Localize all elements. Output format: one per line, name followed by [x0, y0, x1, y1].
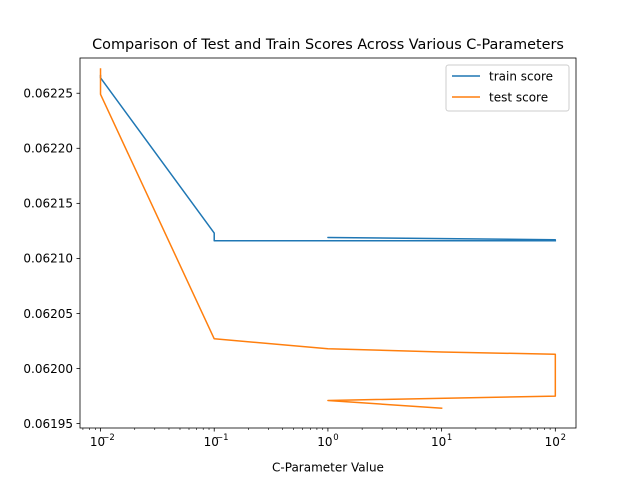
axes-layer: 10−2 10−1 10 0 10 1 10 20.061950.062000.062050.…: [23, 57, 577, 449]
x-tick-label: 10: [204, 435, 219, 449]
series-layer: [99, 68, 557, 409]
y-tick-label: 0.06210: [23, 252, 73, 266]
y-tick-label: 0.06215: [23, 197, 73, 211]
series-line-train-score: [99, 74, 557, 242]
x-tick-label: 10: [545, 435, 560, 449]
series-line-test-score: [99, 68, 557, 409]
plot-area: [80, 58, 576, 428]
x-axis-label: C-Parameter Value: [272, 461, 384, 475]
legend-label: train score: [489, 69, 553, 83]
plot-background: [80, 58, 576, 428]
y-tick-label: 0.06225: [23, 87, 73, 101]
legend: train score test score: [445, 64, 570, 112]
x-tick-label: 10: [431, 435, 446, 449]
x-tick-exponent: 2: [561, 433, 566, 443]
x-tick-exponent: −1: [216, 433, 229, 443]
x-tick-label: 10: [90, 435, 105, 449]
y-tick-label: 0.06195: [23, 417, 73, 431]
chart-title: Comparison of Test and Train Scores Acro…: [92, 37, 564, 53]
x-tick-exponent: 0: [333, 433, 338, 443]
x-tick-exponent: 1: [447, 433, 452, 443]
x-tick-label: 10: [317, 435, 332, 449]
x-tick-exponent: −2: [102, 433, 115, 443]
y-tick-label: 0.06200: [23, 362, 73, 376]
y-tick-label: 0.06205: [23, 307, 73, 321]
y-tick-label: 0.06220: [23, 142, 73, 156]
legend-label: test score: [489, 90, 548, 104]
